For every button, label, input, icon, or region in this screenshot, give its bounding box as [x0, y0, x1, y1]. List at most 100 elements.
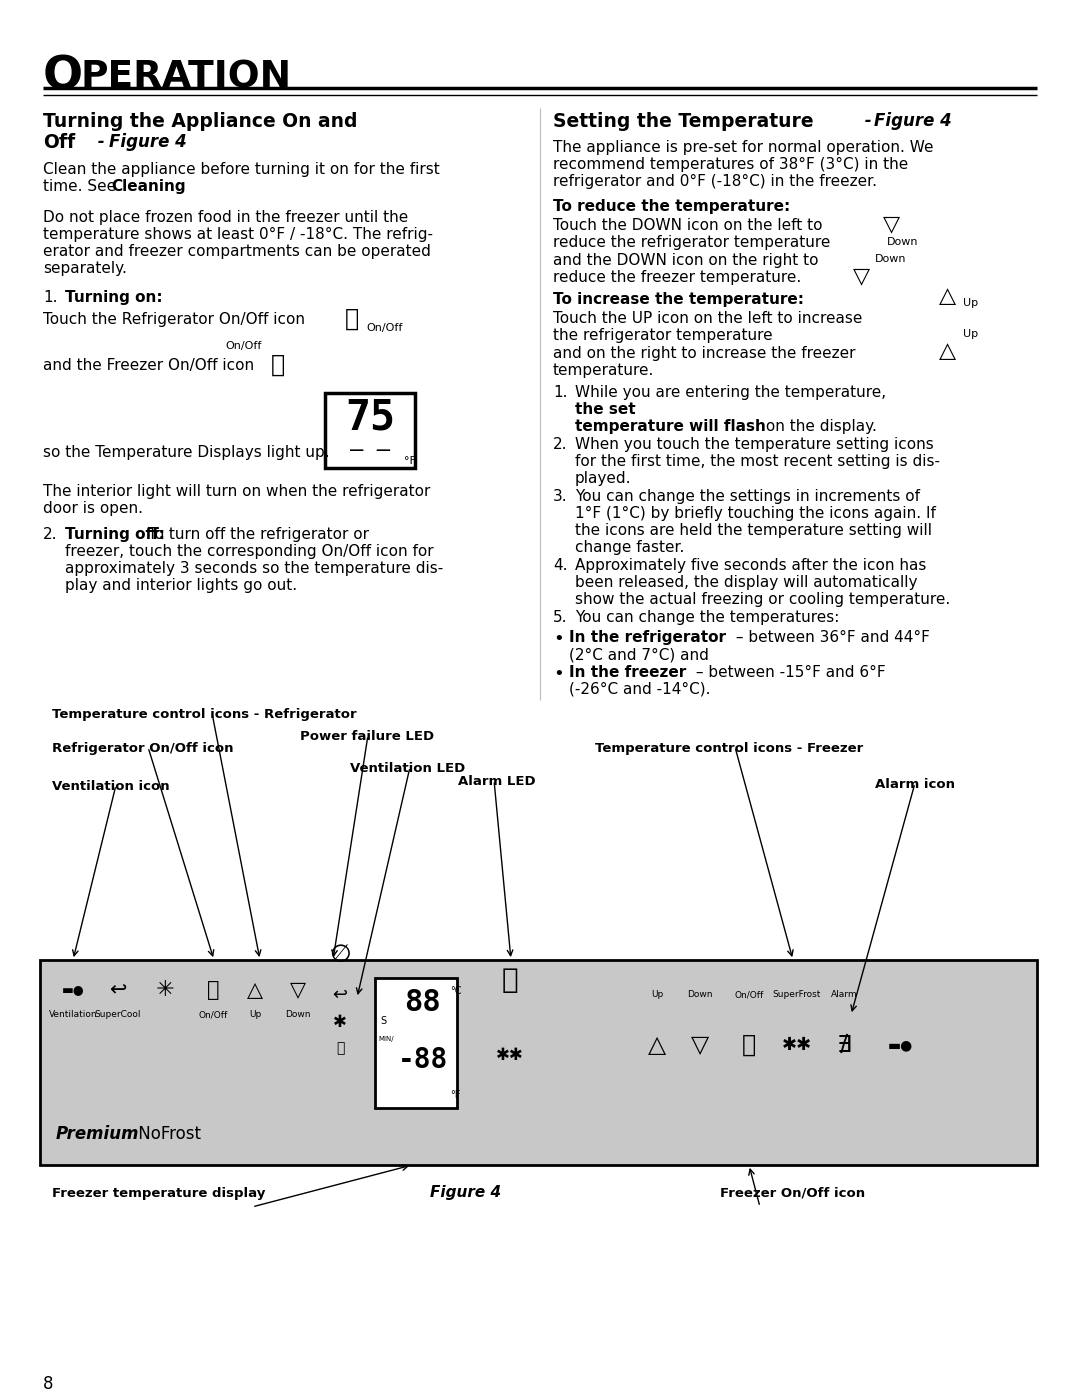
Text: Down: Down [887, 237, 918, 247]
Text: △: △ [648, 1032, 666, 1058]
Text: .: . [168, 179, 174, 194]
Text: separately.: separately. [43, 261, 126, 277]
Text: refrigerator and 0°F (-18°C) in the freezer.: refrigerator and 0°F (-18°C) in the free… [553, 175, 877, 189]
Text: ⏻: ⏻ [271, 353, 285, 377]
Text: •: • [553, 665, 564, 683]
Text: 4.: 4. [553, 557, 567, 573]
Text: the refrigerator temperature: the refrigerator temperature [553, 328, 772, 344]
Text: Turning the Appliance On and: Turning the Appliance On and [43, 112, 357, 131]
Text: -: - [859, 112, 877, 130]
Text: approximately 3 seconds so the temperature dis-: approximately 3 seconds so the temperatu… [65, 562, 443, 576]
Text: ∄: ∄ [837, 1032, 851, 1058]
Text: In the refrigerator: In the refrigerator [569, 630, 726, 645]
Text: To turn off the refrigerator or: To turn off the refrigerator or [143, 527, 369, 542]
Text: S: S [380, 1016, 387, 1025]
Text: 8: 8 [43, 1375, 54, 1393]
Text: ⏻: ⏻ [742, 1032, 756, 1058]
Text: ∅: ∅ [329, 943, 351, 967]
Text: ✱✱: ✱✱ [496, 1046, 524, 1065]
Text: ▽: ▽ [691, 1032, 710, 1058]
Text: 1.: 1. [43, 291, 57, 305]
Text: 88: 88 [404, 988, 441, 1017]
Text: so the Temperature Displays light up.: so the Temperature Displays light up. [43, 446, 329, 460]
Text: reduce the refrigerator temperature: reduce the refrigerator temperature [553, 235, 831, 250]
Text: temperature.: temperature. [553, 363, 654, 379]
Text: ✱✱: ✱✱ [782, 1037, 812, 1053]
Text: The appliance is pre-set for normal operation. We: The appliance is pre-set for normal oper… [553, 140, 933, 155]
Text: show the actual freezing or cooling temperature.: show the actual freezing or cooling temp… [575, 592, 950, 608]
Text: for the first time, the most recent setting is dis-: for the first time, the most recent sett… [575, 454, 940, 469]
Text: Figure 4: Figure 4 [430, 1185, 501, 1200]
Text: and on the right to increase the freezer: and on the right to increase the freezer [553, 346, 855, 360]
Text: In the freezer: In the freezer [569, 665, 686, 680]
Text: Freezer On/Off icon: Freezer On/Off icon [720, 1187, 865, 1200]
Text: Touch the Refrigerator On/Off icon: Touch the Refrigerator On/Off icon [43, 312, 305, 327]
Text: On/Off: On/Off [734, 990, 764, 999]
Text: Temperature control icons - Refrigerator: Temperature control icons - Refrigerator [52, 708, 356, 721]
Text: On/Off: On/Off [366, 323, 403, 332]
Text: Ventilation icon: Ventilation icon [52, 780, 170, 793]
Text: Figure 4: Figure 4 [109, 133, 187, 151]
Text: 3.: 3. [553, 489, 568, 504]
FancyBboxPatch shape [375, 978, 457, 1108]
Text: Up: Up [248, 1010, 261, 1018]
Text: played.: played. [575, 471, 632, 486]
Text: temperature shows at least 0°F / -18°C. The refrig-: temperature shows at least 0°F / -18°C. … [43, 226, 433, 242]
Text: MIN/: MIN/ [378, 1037, 393, 1042]
Text: 1°F (1°C) by briefly touching the icons again. If: 1°F (1°C) by briefly touching the icons … [575, 506, 936, 521]
Text: △: △ [939, 341, 956, 360]
Text: ⏻: ⏻ [345, 307, 360, 331]
Text: ▬●: ▬● [888, 1038, 913, 1052]
Text: The interior light will turn on when the refrigerator: The interior light will turn on when the… [43, 483, 430, 499]
Text: recommend temperatures of 38°F (3°C) in the: recommend temperatures of 38°F (3°C) in … [553, 156, 908, 172]
FancyBboxPatch shape [325, 393, 415, 468]
Text: You can change the settings in increments of: You can change the settings in increment… [575, 489, 920, 504]
Text: Touch the DOWN icon on the left to: Touch the DOWN icon on the left to [553, 218, 823, 233]
FancyBboxPatch shape [40, 960, 1037, 1165]
Text: Freezer temperature display: Freezer temperature display [52, 1187, 266, 1200]
Text: the set: the set [575, 402, 636, 416]
Text: 1.: 1. [553, 386, 567, 400]
Text: ▽: ▽ [883, 214, 900, 235]
Text: ▽: ▽ [853, 265, 870, 286]
Text: -: - [92, 133, 110, 151]
Text: To reduce the temperature:: To reduce the temperature: [553, 198, 791, 214]
Text: On/Off: On/Off [225, 341, 261, 351]
Text: ⏻: ⏻ [206, 981, 219, 1000]
Text: Cleaning: Cleaning [111, 179, 186, 194]
Text: 75: 75 [345, 397, 395, 439]
Text: door is open.: door is open. [43, 502, 143, 515]
Text: – between 36°F and 44°F: – between 36°F and 44°F [731, 630, 930, 645]
Text: You can change the temperatures:: You can change the temperatures: [575, 610, 839, 624]
Text: Up: Up [651, 990, 663, 999]
Text: ✱: ✱ [333, 1013, 347, 1031]
Text: Down: Down [875, 254, 906, 264]
Text: Figure 4: Figure 4 [874, 112, 951, 130]
Text: ▬●: ▬● [62, 983, 84, 996]
Text: Do not place frozen food in the freezer until the: Do not place frozen food in the freezer … [43, 210, 408, 225]
Text: Down: Down [285, 1010, 311, 1018]
Text: ⚿: ⚿ [336, 1041, 345, 1055]
Text: °F: °F [404, 455, 416, 467]
Text: – –: – – [350, 440, 390, 460]
Text: (-26°C and -14°C).: (-26°C and -14°C). [569, 682, 711, 697]
Text: Refrigerator On/Off icon: Refrigerator On/Off icon [52, 742, 233, 754]
Text: ✳: ✳ [156, 981, 174, 1000]
Text: ↩: ↩ [333, 986, 348, 1004]
Text: and the Freezer On/Off icon: and the Freezer On/Off icon [43, 358, 254, 373]
Text: △: △ [247, 981, 264, 1000]
Text: Clean the appliance before turning it on for the first: Clean the appliance before turning it on… [43, 162, 440, 177]
Text: on the display.: on the display. [761, 419, 877, 434]
Text: When you touch the temperature setting icons: When you touch the temperature setting i… [575, 437, 934, 453]
Text: Turning on:: Turning on: [65, 291, 163, 305]
Text: Alarm: Alarm [831, 990, 858, 999]
Text: Ventilation: Ventilation [49, 1010, 97, 1018]
Text: Off: Off [43, 133, 76, 152]
Text: temperature will flash: temperature will flash [575, 419, 766, 434]
Text: been released, the display will automatically: been released, the display will automati… [575, 576, 918, 590]
Text: PERATION: PERATION [80, 59, 292, 95]
Text: NoFrost: NoFrost [133, 1125, 201, 1143]
Text: Alarm LED: Alarm LED [458, 775, 536, 788]
Text: freezer, touch the corresponding On/Off icon for: freezer, touch the corresponding On/Off … [65, 543, 434, 559]
Text: 2.: 2. [553, 437, 567, 453]
